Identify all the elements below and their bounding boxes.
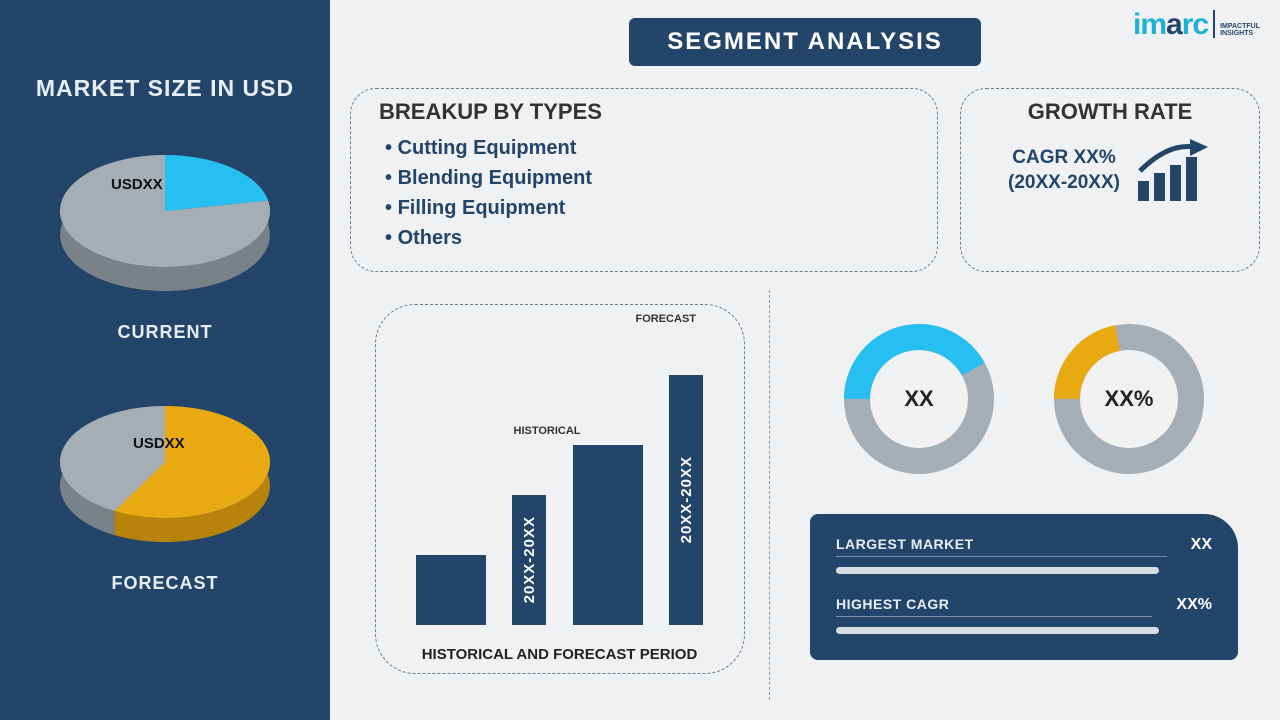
logo-text: imarc — [1133, 8, 1208, 42]
types-list: Cutting EquipmentBlending EquipmentFilli… — [379, 133, 909, 253]
metric-row: HIGHEST CAGR XX% — [836, 596, 1212, 634]
metrics-panel: LARGEST MARKET XX HIGHEST CAGR XX% — [810, 514, 1238, 660]
pie-label: FORECAST — [112, 573, 219, 594]
segment-analysis-title: SEGMENT ANALYSIS — [629, 18, 981, 66]
hist-bar: 20XX-20XX — [669, 375, 703, 625]
donut-value: XX — [904, 386, 933, 412]
growth-rate-box: GROWTH RATE CAGR XX%(20XX-20XX) — [960, 88, 1260, 272]
metric-name: LARGEST MARKET — [836, 536, 1167, 557]
historical-forecast-chart: HISTORICAL FORECAST 20XX-20XX20XX-20XX H… — [375, 304, 745, 674]
donut-value: XX% — [1105, 386, 1154, 412]
logo-tagline: IMPACTFULINSIGHTS — [1220, 23, 1260, 42]
svg-text:USDXX: USDXX — [111, 176, 163, 193]
metric-row: LARGEST MARKET XX — [836, 536, 1212, 574]
bar-period-label: 20XX-20XX — [521, 516, 538, 603]
row-hist-metrics: HISTORICAL FORECAST 20XX-20XX20XX-20XX H… — [350, 290, 1260, 700]
pie-forecast: USDXX FORECAST — [45, 388, 285, 594]
growth-text: CAGR XX%(20XX-20XX) — [1008, 146, 1120, 195]
type-item: Cutting Equipment — [385, 133, 909, 163]
brand-logo: imarc IMPACTFULINSIGHTS — [1133, 8, 1260, 42]
breakup-by-types-box: BREAKUP BY TYPES Cutting EquipmentBlendi… — [350, 88, 938, 272]
hist-bars: 20XX-20XX 20XX-20XX — [416, 365, 704, 625]
metric-value: XX% — [1176, 596, 1212, 614]
pie-label: CURRENT — [118, 322, 213, 343]
hist-bar — [416, 555, 486, 625]
type-item: Others — [385, 223, 909, 253]
metric-name: HIGHEST CAGR — [836, 596, 1152, 617]
hist-bar: 20XX-20XX — [512, 495, 546, 625]
right-panel: imarc IMPACTFULINSIGHTS SEGMENT ANALYSIS… — [330, 0, 1280, 720]
row-types-growth: BREAKUP BY TYPES Cutting EquipmentBlendi… — [350, 88, 1260, 272]
bar-period-label: 20XX-20XX — [678, 456, 695, 543]
donut-chart: XX — [844, 324, 994, 474]
metric-bar — [836, 567, 1159, 574]
type-item: Filling Equipment — [385, 193, 909, 223]
donut-chart: XX% — [1054, 324, 1204, 474]
metrics-col: XX XX% LARGEST MARKET XX HIGHEST CAGR XX… — [770, 290, 1260, 700]
metric-value: XX — [1191, 536, 1212, 554]
types-title: BREAKUP BY TYPES — [379, 99, 909, 125]
pie-container: USDXX CURRENT USDXX FORECAST — [45, 137, 285, 639]
hist-bar — [573, 445, 643, 625]
svg-text:USDXX: USDXX — [133, 435, 185, 452]
growth-icon — [1134, 137, 1212, 205]
market-size-title: MARKET SIZE IN USD — [36, 75, 294, 102]
hist-footer: HISTORICAL AND FORECAST PERIOD — [376, 646, 744, 663]
historical-forecast-col: HISTORICAL FORECAST 20XX-20XX20XX-20XX H… — [350, 290, 770, 700]
pie-current: USDXX CURRENT — [45, 137, 285, 343]
donut-row: XX XX% — [810, 324, 1238, 474]
page-root: MARKET SIZE IN USD USDXX CURRENT USDXX FORE… — [0, 0, 1280, 720]
metric-bar — [836, 627, 1159, 634]
forecast-label: FORECAST — [636, 313, 697, 325]
left-panel: MARKET SIZE IN USD USDXX CURRENT USDXX FORE… — [0, 0, 330, 720]
logo-divider — [1213, 10, 1215, 38]
type-item: Blending Equipment — [385, 163, 909, 193]
growth-title: GROWTH RATE — [1028, 99, 1193, 125]
